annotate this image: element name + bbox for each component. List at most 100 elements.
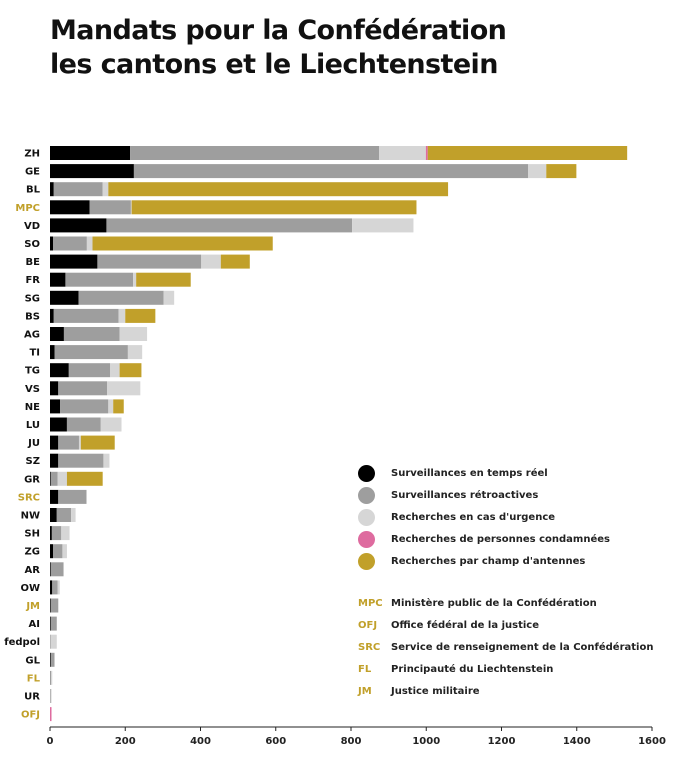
bar-segment-realtime <box>50 308 54 323</box>
legend-swatch-realtime <box>358 464 375 482</box>
bar-segment-retro <box>58 489 87 504</box>
bar-segment-realtime <box>50 489 59 504</box>
category-label: GL <box>25 655 40 666</box>
bar-segment-urgence <box>110 363 120 378</box>
bar-segment-urgence <box>163 290 175 305</box>
category-label: NE <box>25 402 40 413</box>
category-label: BE <box>26 257 41 268</box>
bar-segment-realtime <box>50 399 61 414</box>
bar-segment-realtime <box>50 345 55 360</box>
bar-segment-realtime <box>50 327 64 341</box>
bar-segment-realtime <box>50 616 51 631</box>
category-label: NW <box>21 511 40 522</box>
bar-segment-realtime <box>50 652 51 667</box>
legend-swatch-condamnees <box>358 530 375 548</box>
bar-segment-retro <box>50 616 57 631</box>
bar-segment-retro <box>50 471 58 486</box>
bar-segment-retro <box>56 508 72 522</box>
category-label: OFJ <box>21 710 40 721</box>
category-label: MPC <box>15 203 40 214</box>
bar-segment-realtime <box>50 164 134 179</box>
bar-segment-realtime <box>50 200 90 215</box>
abbreviation-list: MPC Ministère public de la Confédération… <box>358 592 673 702</box>
bar-segment-antennes <box>66 471 103 486</box>
category-label: AI <box>29 619 40 630</box>
abbreviation-text: Principauté du Liechtenstein <box>391 663 554 675</box>
bar-segment-urgence <box>50 689 52 703</box>
bar-segment-retro <box>106 218 353 233</box>
bar-segment-urgence <box>130 200 132 215</box>
bar-segment-urgence <box>127 345 143 360</box>
abbreviation-item: OFJ Office fédéral de la justice <box>358 614 673 636</box>
abbreviation-code: FL <box>358 663 372 675</box>
legend-label-realtime: Surveillances en temps réel <box>391 467 548 479</box>
legend-swatch-retro <box>358 486 375 504</box>
bar-segment-retro <box>58 453 104 468</box>
chart-title: Mandats pour la Confédération les canton… <box>50 14 507 82</box>
bar-segment-retro <box>53 544 63 559</box>
bar-segment-antennes <box>113 399 124 414</box>
abbreviation-text: Service de renseignement de la Confédéra… <box>391 641 654 653</box>
abbreviation-item: MPC Ministère public de la Confédération <box>358 592 673 614</box>
category-label: SO <box>24 239 40 250</box>
category-label: AG <box>24 330 40 341</box>
bar-segment-antennes <box>125 308 156 323</box>
bar-segment-condamnees <box>50 707 52 722</box>
bar-segment-retro <box>133 164 529 179</box>
abbreviation-code: OFJ <box>358 619 378 631</box>
category-label: ZG <box>25 547 40 558</box>
category-label: SH <box>24 529 40 540</box>
bar-segment-retro <box>50 670 52 685</box>
bar-segment-urgence <box>379 146 426 160</box>
bar-segment-urgence <box>61 526 70 541</box>
category-label: JU <box>27 438 40 449</box>
category-label: GR <box>24 474 40 485</box>
bar-segment-realtime <box>50 453 59 468</box>
bar-segment-urgence <box>201 254 221 269</box>
bar-segment-retro <box>63 327 120 341</box>
bar-segment-retro <box>68 363 111 378</box>
bar-segment-realtime <box>50 471 51 486</box>
category-label: JM <box>25 601 40 612</box>
bar-segment-urgence <box>107 381 141 396</box>
legend-label-antennes: Recherches par champ d'antennes <box>391 555 586 567</box>
legend-swatch-antennes <box>358 552 375 570</box>
category-label: FL <box>27 673 41 684</box>
legend-label-condamnees: Recherches de personnes condamnées <box>391 533 610 545</box>
bar-segment-antennes <box>80 435 115 450</box>
bar-segment-urgence <box>102 182 109 197</box>
category-label: ZH <box>24 149 40 160</box>
bar-segment-urgence <box>103 453 110 468</box>
bar-segment-antennes <box>220 254 250 269</box>
bar-segment-realtime <box>50 562 51 577</box>
bar-segment-urgence <box>100 417 122 432</box>
bar-segment-urgence <box>51 670 53 685</box>
category-label: SZ <box>26 456 40 467</box>
category-label: OW <box>20 583 40 594</box>
bar-segment-realtime <box>50 598 51 613</box>
bar-segment-realtime <box>50 272 66 287</box>
category-label: FR <box>25 275 40 286</box>
x-tick-label: 1400 <box>563 736 591 747</box>
bar-segment-urgence <box>62 544 67 559</box>
bar-segment-retro <box>60 399 109 414</box>
legend-item-realtime: Surveillances en temps réel <box>358 462 668 484</box>
bar-segment-retro <box>54 345 128 360</box>
bar-segment-retro <box>50 598 59 613</box>
bar-segment-urgence <box>118 308 126 323</box>
category-label: BL <box>26 185 41 196</box>
bar-segment-realtime <box>50 417 67 432</box>
bar-segment-urgence <box>108 399 114 414</box>
abbreviation-text: Justice militaire <box>391 685 480 697</box>
bar-segment-urgence <box>78 435 81 450</box>
legend-item-urgence: Recherches en cas d'urgence <box>358 506 668 528</box>
bar-segment-urgence <box>133 272 137 287</box>
x-tick-label: 1000 <box>412 736 440 747</box>
category-label: TI <box>29 348 40 359</box>
x-tick-label: 200 <box>115 736 136 747</box>
bar-segment-realtime <box>50 526 52 541</box>
bar-segment-antennes <box>108 182 449 197</box>
bar-segment-realtime <box>50 435 59 450</box>
category-label: BS <box>25 311 40 322</box>
